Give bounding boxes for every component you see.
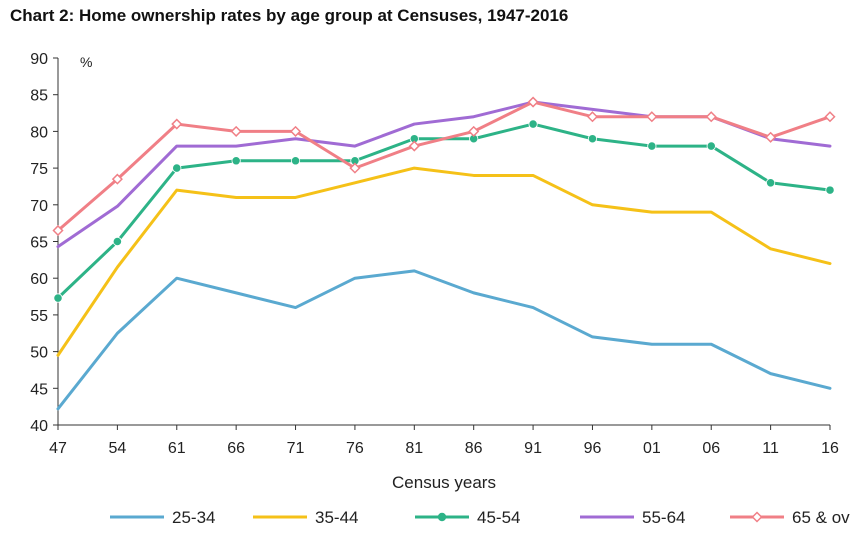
data-point <box>230 125 242 137</box>
series-line <box>56 166 832 357</box>
series-layer <box>52 96 836 411</box>
data-point <box>408 140 420 152</box>
series-1 <box>56 166 832 357</box>
data-point <box>766 178 776 188</box>
x-tick-label: 76 <box>346 440 364 457</box>
legend-item: 45-54 <box>415 508 520 527</box>
data-point <box>171 118 183 130</box>
x-tick-label: 81 <box>405 440 423 457</box>
legend-item: 55-64 <box>580 508 685 527</box>
legend-label: 35-44 <box>315 508 358 527</box>
data-point <box>765 131 777 143</box>
y-tick-label: 55 <box>30 308 48 325</box>
data-point <box>52 224 64 237</box>
data-point <box>349 162 361 174</box>
y-tick-label: 80 <box>30 124 48 141</box>
y-tick-label: 45 <box>30 381 48 398</box>
legend: 25-34 35-44 45-54 55-64 65 & over <box>110 508 850 527</box>
y-tick-label: 90 <box>30 51 48 68</box>
x-tick-label: 96 <box>584 440 602 457</box>
legend-marker <box>437 512 447 522</box>
legend-label: 25-34 <box>172 508 215 527</box>
data-point <box>528 119 538 129</box>
x-tick-label: 54 <box>108 440 126 457</box>
data-point <box>646 111 658 123</box>
y-tick-label: 75 <box>30 161 48 178</box>
y-tick-label: 65 <box>30 235 48 252</box>
legend-item: 35-44 <box>253 508 358 527</box>
legend-marker <box>751 511 763 523</box>
data-point <box>647 141 657 151</box>
y-tick-label: 70 <box>30 198 48 215</box>
data-point <box>706 141 716 151</box>
data-point <box>586 111 599 123</box>
series-0 <box>56 269 832 411</box>
series-line <box>56 100 832 232</box>
x-tick-label: 86 <box>465 440 483 457</box>
legend-item: 25-34 <box>110 508 215 527</box>
legend-label: 45-54 <box>477 508 520 527</box>
data-point <box>53 293 63 303</box>
legend-label: 65 & over <box>792 508 850 527</box>
series-2 <box>53 119 835 303</box>
legend-item: 65 & over <box>730 508 850 527</box>
x-tick-label: 06 <box>702 440 720 457</box>
y-axis-unit-label: % <box>80 54 92 70</box>
series-4 <box>52 96 836 237</box>
data-point <box>824 111 836 123</box>
data-point <box>825 185 835 195</box>
x-tick-label: 71 <box>287 440 305 457</box>
x-tick-label: 61 <box>168 440 186 457</box>
data-point <box>111 173 123 185</box>
y-tick-label: 40 <box>30 418 48 435</box>
legend-label: 55-64 <box>642 508 685 527</box>
x-tick-label: 66 <box>227 440 245 457</box>
data-point <box>172 163 182 173</box>
data-point <box>289 125 302 137</box>
x-tick-label: 47 <box>49 440 67 457</box>
data-point <box>468 125 480 137</box>
x-tick-label: 01 <box>643 440 661 457</box>
data-point <box>705 111 717 123</box>
x-tick-label: 91 <box>524 440 542 457</box>
x-tick-label: 16 <box>821 440 839 457</box>
x-axis-title: Census years <box>392 473 496 492</box>
data-point <box>290 156 301 166</box>
x-tick-label: 11 <box>762 440 779 457</box>
series-line <box>56 269 832 411</box>
axes: 40 45 50 55 60 65 70 75 80 85 90 47 54 61 66 71 76 81 86 91… <box>30 51 839 457</box>
chart-title: Chart 2: Home ownership rates by age gro… <box>10 6 569 25</box>
data-point <box>112 236 122 247</box>
y-tick-label: 50 <box>30 345 48 362</box>
data-point <box>231 156 241 166</box>
y-tick-label: 85 <box>30 88 48 105</box>
data-point <box>527 96 539 108</box>
data-point <box>587 134 598 144</box>
y-tick-label: 60 <box>30 271 48 288</box>
